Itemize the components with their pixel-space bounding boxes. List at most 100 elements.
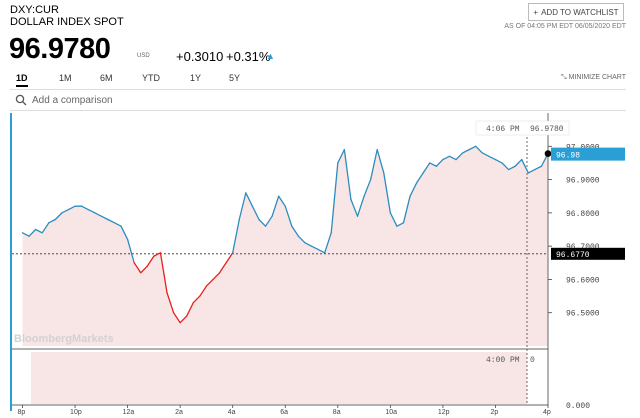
price-segment <box>238 192 247 221</box>
price-segment <box>501 162 510 171</box>
price-segment <box>396 222 405 227</box>
price-segment <box>271 195 280 217</box>
price-segment <box>291 225 300 237</box>
price-segment <box>140 265 148 274</box>
price-segment <box>297 235 306 244</box>
price-segment <box>251 205 260 221</box>
x-tick-label: 2p <box>490 409 498 416</box>
price-segment <box>310 245 319 251</box>
price-segment <box>172 312 181 324</box>
price-segment <box>534 165 543 171</box>
price-segment <box>218 262 227 274</box>
price-segment <box>192 295 201 304</box>
price-segment <box>402 195 411 224</box>
price-segment <box>468 145 477 151</box>
volume-hover-value: 0 <box>530 356 535 365</box>
price-change-percent: +0.31% <box>226 49 271 64</box>
instrument-name: DOLLAR INDEX SPOT <box>10 16 124 28</box>
price-segment <box>507 165 516 171</box>
price-segment <box>527 168 536 174</box>
y-tick-label: 96.6000 <box>566 276 600 285</box>
up-arrow-icon: ▲ <box>266 51 275 61</box>
price-segment <box>67 205 76 211</box>
minimize-chart-button[interactable]: ⤡ MINIMIZE CHART <box>561 74 626 82</box>
price-segment <box>317 248 326 254</box>
price-segment <box>166 292 175 314</box>
price-segment <box>455 152 464 161</box>
tab-1m[interactable]: 1M <box>59 73 72 83</box>
price-segment <box>448 155 457 161</box>
price-segment <box>481 152 490 157</box>
as-of-timestamp: AS OF 04:05 PM EDT 06/05/2020 EDT <box>504 23 626 30</box>
price-segment <box>324 232 332 254</box>
tab-1y[interactable]: 1Y <box>190 73 202 83</box>
price-segment <box>343 148 352 201</box>
last-value-label: 96.98 <box>556 152 580 161</box>
hover-value: 96.9780 <box>530 125 564 134</box>
price-segment <box>94 212 102 217</box>
price-segment <box>258 218 267 227</box>
price-segment <box>100 215 109 221</box>
price-segment <box>41 222 50 234</box>
price-segment <box>245 192 254 207</box>
x-tick-label: 8p <box>18 409 26 416</box>
price-change: +0.3010 <box>176 49 224 64</box>
price-segment <box>54 212 63 221</box>
price-segment <box>80 205 89 211</box>
price-segment <box>540 152 549 167</box>
price-segment <box>28 228 37 237</box>
last-value-tag <box>551 147 625 161</box>
price-segment <box>435 158 444 167</box>
price-segment <box>422 162 431 174</box>
x-axis-ticks: 8p 10p 12a 2a 4a 6a 8a 10a 12p 2p 4p <box>18 405 551 416</box>
price-segment <box>376 148 385 174</box>
y-axis-ticks: 96.5000 96.6000 96.7000 96.8000 96.9000 97.00… <box>548 143 600 319</box>
price-segment <box>232 218 240 254</box>
price-segment <box>87 208 96 214</box>
y-tick-label: 96.8000 <box>566 210 600 219</box>
price-segment <box>304 242 313 247</box>
price-segment <box>21 232 30 237</box>
price-segment <box>442 155 451 161</box>
minimize-chart-label: MINIMIZE CHART <box>568 74 626 81</box>
x-tick-label: 6a <box>280 409 288 416</box>
tab-5y[interactable]: 5Y <box>229 73 241 83</box>
price-segment <box>330 162 339 234</box>
price-segment <box>429 162 437 167</box>
price-segment <box>350 198 359 217</box>
price-segment <box>514 158 523 167</box>
tab-6m[interactable]: 6M <box>100 73 113 83</box>
x-tick-label: 12p <box>438 409 450 416</box>
price-segment <box>48 218 57 224</box>
tab-1d[interactable]: 1D <box>16 73 28 87</box>
price-segment <box>389 212 398 227</box>
price-segment <box>212 272 221 281</box>
price-line <box>21 145 549 324</box>
price-segment <box>225 252 234 264</box>
price-segment <box>383 172 392 214</box>
price-segment <box>34 228 43 234</box>
price-segment <box>356 195 365 217</box>
x-tick-label: 8a <box>333 409 341 416</box>
price-segment <box>120 225 129 241</box>
comparison-input[interactable] <box>32 94 332 107</box>
add-to-watchlist-button[interactable]: + ADD TO WATCHLIST <box>528 3 624 21</box>
watermark: BloombergMarkets <box>14 333 114 345</box>
x-tick-label: 10a <box>385 409 397 416</box>
price-segment <box>284 205 293 227</box>
price-segment <box>159 252 168 294</box>
x-tick-label: 10p <box>70 409 82 416</box>
tab-ytd[interactable]: YTD <box>142 73 160 83</box>
hover-time: 4:06 PM <box>486 125 520 134</box>
previous-close-tag <box>551 247 625 260</box>
price-segment <box>409 182 418 197</box>
price-segment <box>494 158 503 164</box>
price-segment <box>126 238 135 264</box>
volume-area <box>31 352 527 404</box>
price-segment <box>153 252 162 257</box>
last-point-marker <box>544 150 552 157</box>
price-segment <box>133 262 142 274</box>
price-segment <box>186 302 194 317</box>
plus-icon: + <box>533 7 539 17</box>
price-segment <box>205 278 214 287</box>
